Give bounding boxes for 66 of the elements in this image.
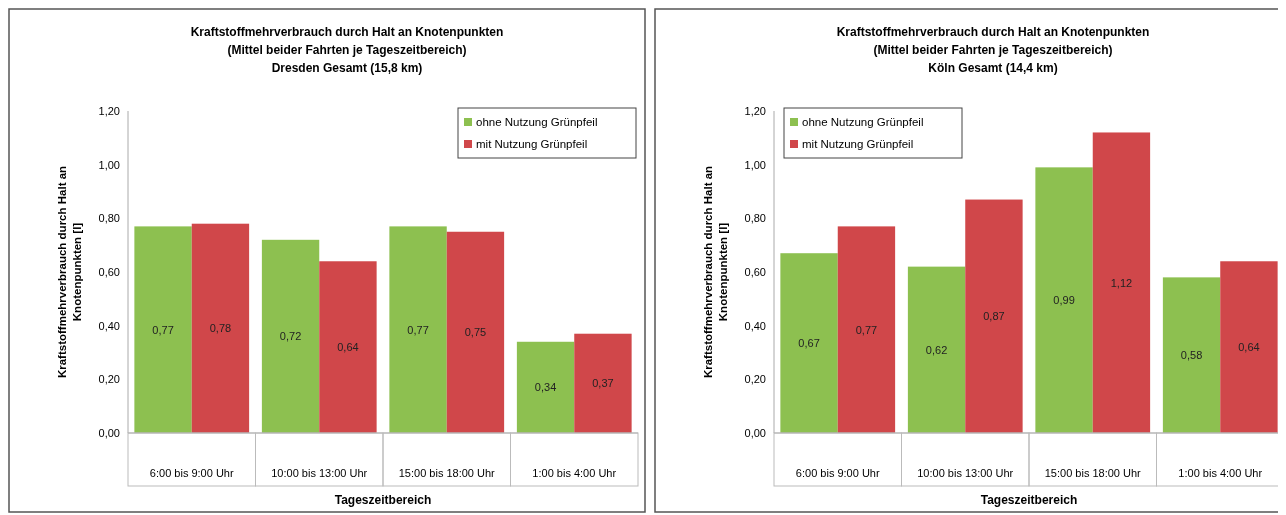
legend-label: mit Nutzung Grünpfeil [476, 138, 588, 150]
bar [1220, 261, 1278, 433]
data-label: 0,67 [798, 337, 820, 350]
data-label: 0,99 [1053, 294, 1075, 307]
bar [516, 341, 575, 433]
bar [837, 226, 896, 433]
data-label: 0,64 [1238, 341, 1260, 354]
data-label: 0,34 [534, 381, 557, 394]
y-tick-label: 0,60 [98, 266, 120, 278]
bar [780, 253, 838, 433]
y-tick-label: 1,20 [98, 105, 120, 117]
bar [134, 226, 192, 433]
y-tick-label: 0,20 [98, 373, 120, 386]
chart-title: Kraftstoffmehrverbrauch durch Halt an Knotenpunkten [836, 25, 1150, 39]
x-tick-label: 1:00 bis 4:00 Uhr [1178, 467, 1263, 479]
y-axis-title: Kraftstoffmehrverbrauch durch Halt an Knotenpunkten [l] [56, 165, 83, 379]
y-tick-label: 1,00 [98, 158, 120, 171]
y-tick-label: 0,40 [744, 319, 766, 332]
chart-title: Kraftstoffmehrverbrauch durch Halt an Knotenpunkten [190, 25, 504, 39]
bar [389, 226, 447, 433]
data-label: 0,87 [983, 310, 1005, 323]
y-tick-label: 0,60 [744, 266, 766, 278]
y-tick-label: 0,80 [744, 212, 766, 225]
bar [1092, 132, 1151, 433]
x-tick-label: 1:00 bis 4:00 Uhr [532, 467, 617, 479]
bar [446, 231, 505, 433]
legend-label: ohne Nutzung Grünpfeil [476, 116, 598, 128]
x-axis-title: Tageszeitbereich [334, 493, 432, 507]
data-label: 0,78 [209, 322, 232, 335]
bar [1162, 277, 1221, 433]
x-tick-label: 6:00 bis 9:00 Uhr [149, 467, 234, 479]
bar [261, 239, 320, 433]
bar [965, 199, 1023, 433]
data-label: 0,62 [925, 343, 948, 356]
data-label: 0,75 [464, 326, 487, 339]
y-tick-label: 1,20 [744, 105, 766, 117]
data-label: 0,77 [152, 323, 174, 336]
y-tick-label: 0,00 [98, 427, 120, 439]
y-tick-label: 0,40 [98, 319, 120, 332]
y-tick-label: 0,80 [98, 212, 120, 225]
y-tick-label: 0,20 [744, 373, 766, 386]
bar [319, 261, 377, 433]
data-label: 0,37 [592, 377, 614, 390]
bar [191, 223, 250, 433]
chart-subtitle: (Mittel beider Fahrten je Tageszeitbereich) Köln Gesamt (14,4 km) [873, 43, 1113, 75]
x-tick-label: 15:00 bis 18:00 Uhr [398, 467, 496, 479]
x-tick-label: 10:00 bis 13:00 Uhr [917, 467, 1014, 479]
bar [907, 266, 966, 433]
data-label: 0,77 [407, 323, 429, 336]
data-label: 0,77 [855, 323, 878, 336]
x-axis-title: Tageszeitbereich [980, 493, 1078, 507]
y-axis-title: Kraftstoffmehrverbrauch durch Halt an Knotenpunkten [l] [702, 165, 729, 379]
x-tick-label: 10:00 bis 13:00 Uhr [271, 467, 368, 479]
legend-label: ohne Nutzung Grünpfeil [802, 116, 924, 128]
bar [574, 333, 632, 433]
data-label: 0,58 [1180, 349, 1203, 362]
data-label: 0,72 [279, 330, 302, 343]
chart-subtitle: (Mittel beider Fahrten je Tageszeitbereich) Dresden Gesamt (15,8 km) [227, 43, 467, 75]
y-tick-label: 1,00 [744, 158, 766, 171]
y-tick-label: 0,00 [744, 427, 766, 439]
data-label: 1,12 [1110, 276, 1133, 289]
x-tick-label: 6:00 bis 9:00 Uhr [795, 467, 880, 479]
x-tick-label: 15:00 bis 18:00 Uhr [1044, 467, 1142, 479]
bar [1035, 167, 1093, 433]
legend-label: mit Nutzung Grünpfeil [802, 138, 914, 150]
data-label: 0,64 [337, 341, 359, 354]
